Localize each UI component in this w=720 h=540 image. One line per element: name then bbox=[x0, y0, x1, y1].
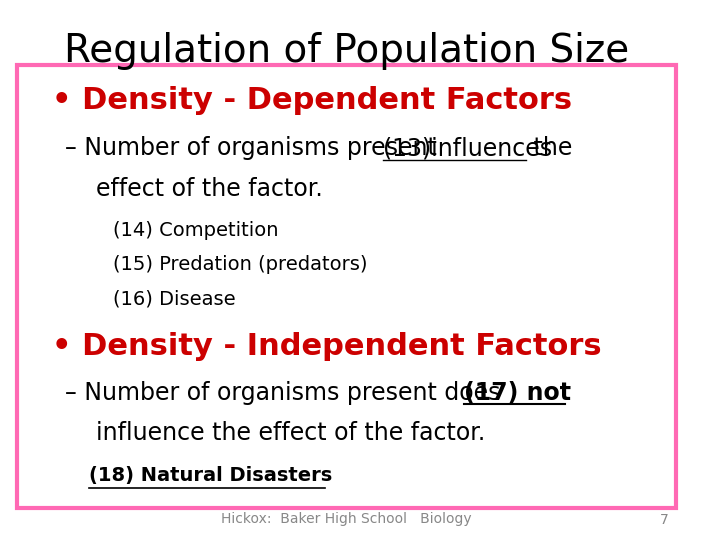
Text: • Density - Independent Factors: • Density - Independent Factors bbox=[52, 332, 601, 361]
FancyBboxPatch shape bbox=[17, 65, 675, 508]
Text: (15) Predation (predators): (15) Predation (predators) bbox=[113, 255, 368, 274]
Text: influence the effect of the factor.: influence the effect of the factor. bbox=[96, 421, 485, 445]
Text: (14) Competition: (14) Competition bbox=[113, 221, 279, 240]
Text: • Density - Dependent Factors: • Density - Dependent Factors bbox=[52, 86, 572, 116]
Text: (17) not: (17) not bbox=[464, 381, 572, 404]
Text: 7: 7 bbox=[660, 512, 669, 526]
Text: effect of the factor.: effect of the factor. bbox=[96, 177, 323, 200]
Text: – Number of organisms present does: – Number of organisms present does bbox=[66, 381, 508, 404]
Text: (16) Disease: (16) Disease bbox=[113, 289, 236, 308]
Text: (18) Natural Disasters: (18) Natural Disasters bbox=[89, 466, 333, 485]
Text: the: the bbox=[526, 136, 572, 160]
Text: Regulation of Population Size: Regulation of Population Size bbox=[64, 32, 629, 70]
Text: (13)influences: (13)influences bbox=[383, 136, 552, 160]
Text: – Number of organisms present: – Number of organisms present bbox=[66, 136, 445, 160]
Text: Hickox:  Baker High School   Biology: Hickox: Baker High School Biology bbox=[221, 512, 472, 526]
